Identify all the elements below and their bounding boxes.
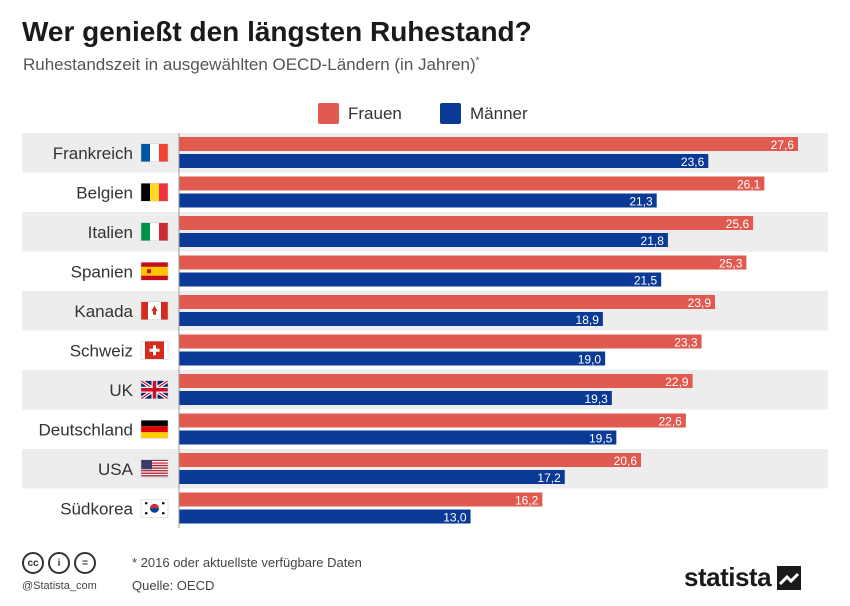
category-label: USA (98, 460, 134, 479)
flag-be-icon (140, 183, 169, 202)
bar-frauen (179, 374, 693, 388)
data-label: 21,8 (641, 234, 665, 248)
legend-maenner: Männer (440, 103, 528, 124)
category-label: Frankreich (53, 144, 133, 163)
data-label: 19,3 (584, 392, 608, 406)
bar-chart: Frankreich 27,6 23,6 Belgien 26,1 21,3 Italien… (22, 133, 828, 528)
data-label: 22,9 (665, 375, 689, 389)
statista-logo-icon (777, 565, 802, 590)
data-label: 19,5 (589, 432, 613, 446)
data-label: 25,6 (726, 217, 750, 231)
bar-frauen (179, 255, 747, 270)
bar-frauen (179, 453, 642, 467)
subtitle-text: Ruhestandszeit in ausgewählten OECD-Länd… (23, 55, 476, 74)
legend-swatch-maenner (440, 103, 461, 124)
bar-frauen (179, 216, 754, 230)
legend-label-maenner: Männer (470, 103, 528, 123)
bar-maenner (179, 272, 662, 287)
category-label: Deutschland (38, 420, 133, 439)
bar-maenner (179, 193, 657, 208)
data-label: 18,9 (576, 313, 600, 327)
data-label: 27,6 (771, 138, 795, 152)
data-label: 25,3 (719, 257, 743, 271)
bar-maenner (179, 154, 709, 168)
data-label: 13,0 (443, 511, 467, 525)
category-label: Spanien (71, 262, 133, 281)
statista-logo: statista (684, 562, 802, 593)
category-label: Italien (88, 223, 133, 242)
bar-maenner (179, 391, 612, 405)
statista-wordmark: statista (684, 562, 772, 592)
source: Quelle: OECD (132, 578, 215, 593)
bar-frauen (179, 295, 716, 309)
category-label: Belgien (76, 183, 133, 202)
category-label: Kanada (74, 302, 133, 321)
bar-frauen (179, 492, 543, 507)
data-label: 19,0 (578, 353, 602, 367)
flag-us-icon (140, 459, 169, 478)
statista-handle: @Statista_com (22, 580, 97, 592)
flag-gb-icon (140, 379, 169, 401)
data-label: 23,3 (674, 336, 698, 350)
bar-maenner (179, 233, 668, 247)
flag-it-icon (140, 222, 169, 241)
category-label: Schweiz (70, 341, 133, 360)
flag-fr-icon (140, 143, 169, 162)
cc-icon: cc (22, 552, 44, 574)
legend-label-frauen: Frauen (348, 103, 402, 123)
bar-maenner (179, 470, 565, 484)
data-label: 22,6 (659, 415, 683, 429)
flag-ch-icon (140, 341, 169, 360)
flag-de-icon (140, 420, 169, 439)
bar-maenner (179, 509, 471, 524)
data-label: 23,6 (681, 155, 705, 169)
person-icon: i (48, 552, 70, 574)
legend: Frauen Männer (0, 103, 850, 127)
flag-es-icon (140, 262, 169, 281)
footnote: * 2016 oder aktuellste verfügbare Daten (132, 555, 362, 570)
subtitle-footnote-mark: * (475, 55, 480, 67)
data-label: 26,1 (737, 178, 761, 192)
flag-ca-icon (140, 301, 169, 320)
bar-frauen (179, 334, 702, 349)
data-label: 20,6 (614, 454, 638, 468)
legend-swatch-frauen (318, 103, 339, 124)
data-label: 21,5 (634, 274, 658, 288)
license-icons: cc i = (22, 552, 100, 574)
chart-subtitle: Ruhestandszeit in ausgewählten OECD-Länd… (23, 55, 480, 75)
bar-maenner (179, 351, 606, 366)
chart-title: Wer genießt den längsten Ruhestand? (22, 16, 532, 47)
equal-icon: = (74, 552, 96, 574)
bar-frauen (179, 176, 765, 191)
flag-kr-icon (140, 499, 169, 518)
data-label: 21,3 (629, 195, 653, 209)
data-label: 17,2 (537, 471, 561, 485)
data-label: 16,2 (515, 494, 539, 508)
bar-frauen (179, 137, 798, 151)
data-label: 23,9 (688, 296, 712, 310)
legend-frauen: Frauen (318, 103, 402, 124)
bar-frauen (179, 413, 686, 428)
category-label: UK (109, 381, 133, 400)
category-label: Südkorea (60, 499, 133, 518)
bar-maenner (179, 430, 617, 445)
bar-maenner (179, 312, 603, 326)
